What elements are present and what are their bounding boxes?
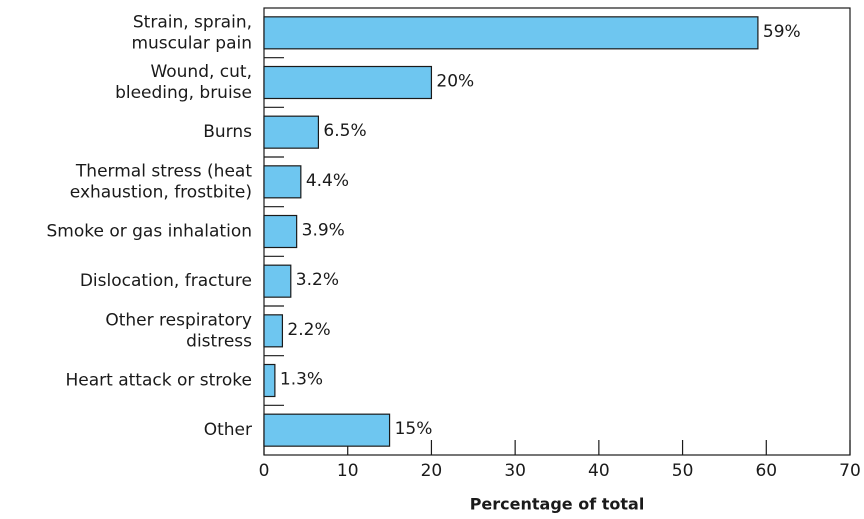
value-label: 4.4% xyxy=(306,171,349,191)
y-tick-label: Other respiratory distress xyxy=(105,310,252,351)
x-tick-label: 10 xyxy=(337,461,359,481)
y-tick-label: Smoke or gas inhalation xyxy=(46,222,252,242)
y-tick-label: Burns xyxy=(203,122,252,142)
x-tick-label: 20 xyxy=(421,461,443,481)
y-tick-label: Dislocation, fracture xyxy=(80,271,252,291)
bar xyxy=(263,16,759,50)
value-label: 3.2% xyxy=(296,270,339,290)
x-axis-title: Percentage of total xyxy=(470,495,645,514)
value-label: 15% xyxy=(395,419,433,439)
y-tick-label: Strain, sprain, muscular pain xyxy=(131,12,252,53)
bar xyxy=(263,115,320,149)
x-tick-label: 40 xyxy=(588,461,610,481)
bar xyxy=(263,165,302,199)
x-tick-label: 70 xyxy=(839,461,861,481)
value-label: 1.3% xyxy=(280,370,323,390)
value-label: 59% xyxy=(763,22,801,42)
y-tick-label: Wound, cut, bleeding, bruise xyxy=(115,62,252,103)
x-tick-label: 30 xyxy=(504,461,526,481)
x-tick-label: 0 xyxy=(259,461,270,481)
x-tick-label: 60 xyxy=(755,461,777,481)
bar xyxy=(263,363,276,398)
value-label: 2.2% xyxy=(287,320,330,340)
bar xyxy=(263,214,298,249)
y-tick-label: Heart attack or stroke xyxy=(65,371,252,391)
value-label: 20% xyxy=(436,72,474,92)
bar xyxy=(263,264,292,298)
x-tick-label: 50 xyxy=(672,461,694,481)
value-label: 3.9% xyxy=(302,221,345,241)
value-label: 6.5% xyxy=(323,121,366,141)
bar xyxy=(263,413,391,447)
y-tick-label: Thermal stress (heat exhaustion, frostbit… xyxy=(70,161,253,202)
bar xyxy=(263,314,284,348)
bar xyxy=(263,65,433,100)
y-tick-label: Other xyxy=(204,420,252,440)
